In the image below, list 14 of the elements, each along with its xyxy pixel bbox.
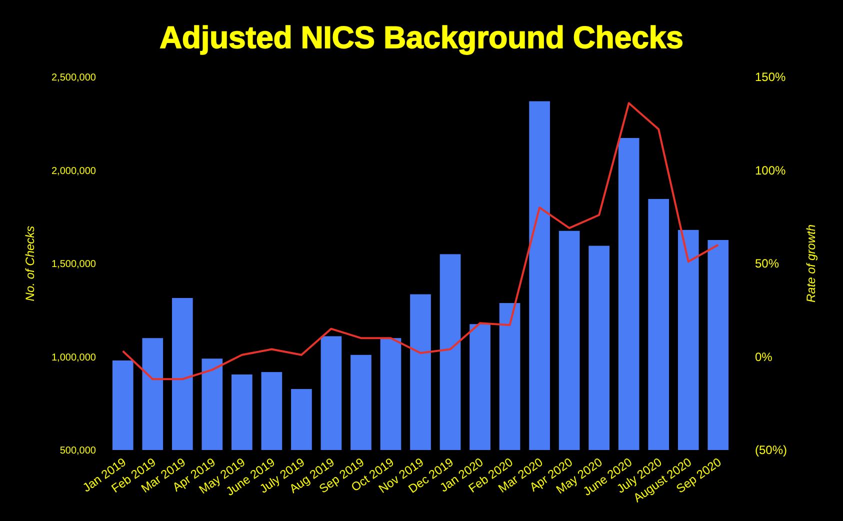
y2-tick-label: 50%: [755, 256, 780, 271]
y2-tick-label: 0%: [755, 350, 773, 364]
y-tick-label: 2,000,000: [52, 166, 96, 177]
y2-tick-label: 100%: [755, 163, 786, 178]
y2-axis-title: Rate of growth: [804, 224, 818, 303]
y2-tick-label: 150%: [755, 70, 786, 84]
line-series: [122, 102, 720, 380]
y2-tick-label: (50%): [755, 443, 788, 458]
y-tick-label: 1,500,000: [52, 259, 96, 270]
y-axis-title: No. of Checks: [23, 226, 37, 302]
chart-title: Adjusted NICS Background Checks: [160, 20, 684, 55]
y-tick-label: 1,000,000: [52, 352, 96, 364]
y-tick-label: 500,000: [60, 446, 96, 456]
y-tick-label: 2,500,000: [52, 72, 96, 84]
